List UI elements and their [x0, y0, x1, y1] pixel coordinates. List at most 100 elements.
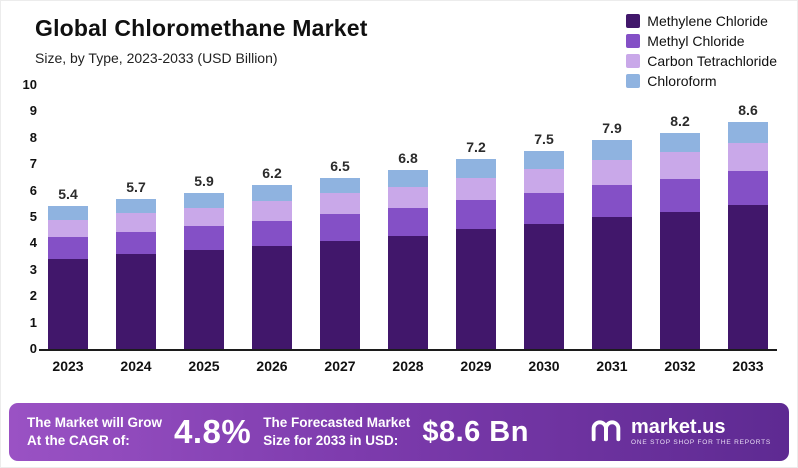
- bar-segment-carbon-tetrachloride[interactable]: [660, 152, 700, 179]
- legend-item[interactable]: Carbon Tetrachloride: [626, 53, 777, 69]
- x-tick-label: 2030: [528, 358, 560, 374]
- bar-segment-methylene-chloride[interactable]: [184, 250, 224, 349]
- bar-segment-methyl-chloride[interactable]: [252, 220, 292, 246]
- bar-segment-methyl-chloride[interactable]: [320, 214, 360, 241]
- forecast-caption: The Forecasted Market Size for 2033 in U…: [263, 414, 410, 449]
- y-tick-label: 9: [29, 103, 37, 119]
- bar-segment-chloroform[interactable]: [592, 140, 632, 161]
- bar-segment-carbon-tetrachloride[interactable]: [456, 177, 496, 200]
- stacked-bar-2025[interactable]: [184, 193, 224, 349]
- legend: Methylene Chloride Methyl Chloride Carbon …: [626, 13, 777, 89]
- bar-segment-methylene-chloride[interactable]: [728, 205, 768, 349]
- y-tick-label: 1: [29, 314, 37, 330]
- bar-segment-methylene-chloride[interactable]: [456, 228, 496, 349]
- stacked-bar-2031[interactable]: [592, 140, 632, 349]
- bar-segment-carbon-tetrachloride[interactable]: [524, 169, 564, 194]
- bar-segment-carbon-tetrachloride[interactable]: [252, 201, 292, 221]
- legend-item[interactable]: Chloroform: [626, 73, 777, 89]
- bar-segment-methyl-chloride[interactable]: [456, 199, 496, 229]
- bar-value-label: 7.5: [534, 130, 554, 147]
- bar-segment-methylene-chloride[interactable]: [320, 240, 360, 349]
- bar-value-label: 7.9: [602, 120, 622, 137]
- chart-header: Global Chloromethane Market Size, by Typ…: [1, 1, 797, 89]
- bar-segment-chloroform[interactable]: [252, 185, 292, 202]
- bar-segment-methyl-chloride[interactable]: [660, 178, 700, 212]
- bar-segment-methylene-chloride[interactable]: [592, 217, 632, 349]
- bar-segment-carbon-tetrachloride[interactable]: [592, 160, 632, 186]
- bar-segment-carbon-tetrachloride[interactable]: [388, 186, 428, 208]
- stacked-bar-2033[interactable]: [728, 122, 768, 349]
- stacked-bar-2032[interactable]: [660, 132, 700, 349]
- bar-segment-methyl-chloride[interactable]: [728, 170, 768, 206]
- bar-segment-chloroform[interactable]: [48, 206, 88, 220]
- bars-area: 5.4 2023 5.7 2024 5.9 2025 6.2 2026 6.5 2027 6.8 20…: [39, 85, 777, 374]
- bar-group: 5.9 2025: [183, 85, 225, 374]
- forecast-caption-line1: The Forecasted Market: [263, 415, 411, 431]
- legend-label: Chloroform: [647, 73, 717, 89]
- x-tick-label: 2023: [52, 358, 84, 374]
- marketus-logo[interactable]: market.us One Stop Shop For The Reports: [589, 413, 771, 452]
- legend-item[interactable]: Methyl Chloride: [626, 33, 777, 49]
- stacked-bar-2030[interactable]: [524, 150, 564, 349]
- y-tick-label: 8: [29, 129, 37, 145]
- bar-group: 8.2 2032: [659, 85, 701, 374]
- legend-label: Methyl Chloride: [647, 33, 745, 49]
- bar-segment-carbon-tetrachloride[interactable]: [116, 213, 156, 232]
- marketus-logo-icon: [589, 413, 623, 452]
- bar-segment-methylene-chloride[interactable]: [48, 259, 88, 349]
- legend-swatch: [626, 14, 641, 28]
- x-tick-label: 2031: [596, 358, 628, 374]
- y-tick-label: 5: [29, 209, 37, 224]
- bar-value-label: 8.6: [738, 102, 758, 119]
- bar-segment-chloroform[interactable]: [184, 193, 224, 208]
- bar-segment-carbon-tetrachloride[interactable]: [48, 219, 88, 237]
- x-tick-label: 2029: [460, 358, 492, 374]
- bar-segment-methylene-chloride[interactable]: [116, 254, 156, 349]
- bar-segment-methyl-chloride[interactable]: [184, 226, 224, 250]
- bar-segment-chloroform[interactable]: [456, 159, 496, 178]
- bar-segment-carbon-tetrachloride[interactable]: [184, 207, 224, 227]
- bar-group: 7.2 2029: [455, 85, 497, 374]
- stacked-bar-2029[interactable]: [456, 159, 496, 349]
- x-axis-line: [39, 349, 777, 351]
- stacked-bar-2026[interactable]: [252, 185, 292, 349]
- bar-group: 8.6 2033: [727, 85, 769, 374]
- bar-segment-chloroform[interactable]: [728, 122, 768, 144]
- bar-segment-chloroform[interactable]: [660, 132, 700, 153]
- bar-group: 6.8 2028: [387, 85, 429, 374]
- bar-segment-methyl-chloride[interactable]: [48, 236, 88, 260]
- bar-segment-methyl-chloride[interactable]: [116, 231, 156, 254]
- forecast-value: $8.6 Bn: [422, 415, 529, 448]
- bar-segment-carbon-tetrachloride[interactable]: [728, 143, 768, 171]
- legend-item[interactable]: Methylene Chloride: [626, 13, 777, 29]
- x-tick-label: 2032: [664, 358, 696, 374]
- bar-group: 7.9 2031: [591, 85, 633, 374]
- bar-segment-methyl-chloride[interactable]: [388, 207, 428, 236]
- bar-segment-methylene-chloride[interactable]: [388, 235, 428, 349]
- bar-segment-chloroform[interactable]: [388, 169, 428, 187]
- bar-segment-methyl-chloride[interactable]: [524, 193, 564, 224]
- bar-segment-methylene-chloride[interactable]: [660, 211, 700, 349]
- x-tick-label: 2027: [324, 358, 356, 374]
- stacked-bar-2027[interactable]: [320, 177, 360, 349]
- stacked-bar-2023[interactable]: [48, 206, 88, 349]
- bar-segment-chloroform[interactable]: [116, 198, 156, 214]
- bar-segment-methylene-chloride[interactable]: [524, 223, 564, 349]
- bar-group: 6.5 2027: [319, 85, 361, 374]
- y-tick-label: 10: [22, 77, 37, 92]
- stacked-bar-2028[interactable]: [388, 169, 428, 349]
- bar-segment-methylene-chloride[interactable]: [252, 246, 292, 349]
- stacked-bar-2024[interactable]: [116, 198, 156, 349]
- y-tick-label: 2: [29, 288, 37, 304]
- bar-segment-methyl-chloride[interactable]: [592, 185, 632, 217]
- bar-segment-carbon-tetrachloride[interactable]: [320, 193, 360, 215]
- forecast-caption-line2: Size for 2033 in USD:: [263, 433, 399, 448]
- page-title: Global Chloromethane Market: [35, 15, 368, 41]
- bar-segment-chloroform[interactable]: [524, 150, 564, 170]
- bar-segment-chloroform[interactable]: [320, 177, 360, 194]
- bar-group: 7.5 2030: [523, 85, 565, 374]
- cagr-value: 4.8%: [174, 413, 252, 450]
- y-axis: 0 1 2 3 4 5 6 7 8 9 10: [13, 77, 39, 356]
- marketus-logo-text: market.us: [631, 416, 726, 439]
